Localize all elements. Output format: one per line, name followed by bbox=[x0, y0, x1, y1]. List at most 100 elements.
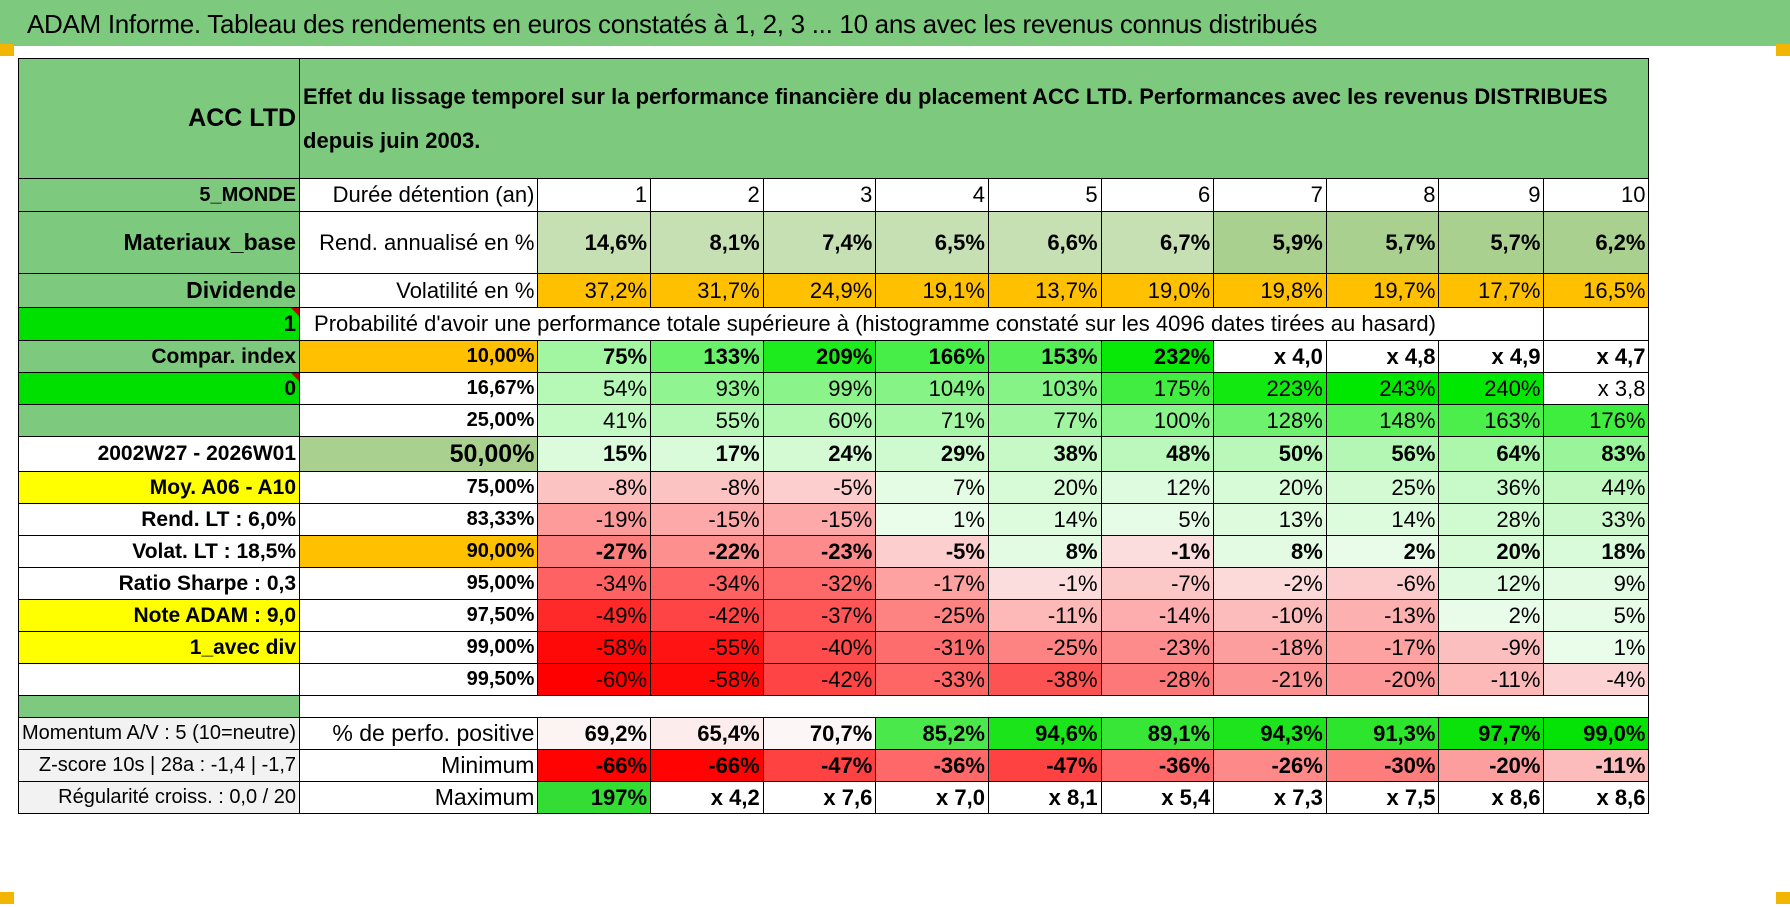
quantile-value: -15% bbox=[650, 503, 764, 536]
vol-value: 19,8% bbox=[1213, 273, 1327, 308]
quantile-value: 20% bbox=[987, 471, 1102, 504]
quantile-value: -31% bbox=[875, 631, 989, 664]
quantile-value: 1% bbox=[875, 503, 989, 536]
region-label: 5_MONDE bbox=[17, 178, 301, 212]
vol-label: Volatilité en % bbox=[299, 273, 539, 308]
rend-label: Rend. annualisé en % bbox=[299, 211, 539, 274]
quantile-row: 99,50% -60% -58% -42% -33% -38% -28% -21% -20% -1… bbox=[17, 663, 1650, 696]
compar-index-label: Compar. index bbox=[17, 340, 301, 373]
quantile-row: 25,00% 41% 55% 60% 71% 77% 100% 128% 148% 163% 176… bbox=[17, 404, 1650, 437]
quantile-value: -15% bbox=[762, 503, 877, 536]
flag-0-cell[interactable]: 0 bbox=[17, 372, 301, 405]
quantile-value: -32% bbox=[762, 567, 877, 600]
quantile-pct: 95,00% bbox=[299, 567, 539, 600]
quantile-value: 18% bbox=[1543, 535, 1650, 568]
quantile-value: 13% bbox=[1213, 503, 1327, 536]
stat-value: x 8,1 bbox=[987, 781, 1102, 814]
quantile-value: -8% bbox=[537, 471, 652, 504]
stat-value: -26% bbox=[1213, 749, 1327, 782]
resize-handle-top-right[interactable] bbox=[1776, 44, 1790, 56]
year-header: 6 bbox=[1100, 178, 1215, 212]
rend-value: 5,7% bbox=[1325, 211, 1440, 274]
quantile-value: 8% bbox=[1213, 535, 1327, 568]
stat-value: -66% bbox=[650, 749, 764, 782]
stat-value: 97,7% bbox=[1438, 717, 1545, 750]
spacer-row bbox=[17, 695, 1650, 718]
stat-value: -66% bbox=[537, 749, 652, 782]
quantile-value: 36% bbox=[1438, 471, 1545, 504]
stat-value: -47% bbox=[762, 749, 877, 782]
quantile-value: -23% bbox=[1100, 631, 1215, 664]
resize-handle-bottom-left[interactable] bbox=[0, 892, 14, 904]
year-header: 10 bbox=[1543, 178, 1650, 212]
quantile-value: -8% bbox=[650, 471, 764, 504]
quantile-value: x 4,0 bbox=[1213, 340, 1327, 373]
quantile-value: 25% bbox=[1325, 471, 1440, 504]
volat-lt-label: Volat. LT : 18,5% bbox=[17, 535, 301, 568]
quantile-value: 33% bbox=[1543, 503, 1650, 536]
stat-row-label: Maximum bbox=[299, 781, 539, 814]
quantile-row: Moy. A06 - A10 75,00% -8% -8% -5% 7% 20% 12% 20%… bbox=[17, 471, 1650, 504]
year-header: 1 bbox=[537, 178, 652, 212]
moy-label: Moy. A06 - A10 bbox=[17, 471, 301, 504]
quantile-pct: 83,33% bbox=[299, 503, 539, 536]
year-header: 2 bbox=[650, 178, 764, 212]
quantile-value: -33% bbox=[875, 663, 989, 696]
stat-label: Momentum A/V : 5 (10=neutre) bbox=[17, 717, 301, 750]
quantile-value: -19% bbox=[537, 503, 652, 536]
quantile-value: 148% bbox=[1325, 404, 1440, 437]
duree-label: Durée détention (an) bbox=[299, 178, 539, 212]
quantile-value: -11% bbox=[1438, 663, 1545, 696]
quantile-value: 44% bbox=[1543, 471, 1650, 504]
page-title: ADAM Informe. Tableau des rendements en … bbox=[0, 0, 1790, 46]
quantile-value: 14% bbox=[987, 503, 1102, 536]
quantile-value: x 3,8 bbox=[1543, 372, 1650, 405]
stat-value: x 5,4 bbox=[1100, 781, 1215, 814]
quantile-value: -11% bbox=[987, 599, 1102, 632]
quantile-value: -34% bbox=[537, 567, 652, 600]
quantile-row: 0 16,67% 54% 93% 99% 104% 103% 175% 223% 243% 240%… bbox=[17, 372, 1650, 405]
quantile-value: 243% bbox=[1325, 372, 1440, 405]
quantile-pct: 97,50% bbox=[299, 599, 539, 632]
blank-cell bbox=[17, 663, 301, 696]
fund-name: ACC LTD bbox=[17, 58, 301, 179]
fund-description: Effet du lissage temporel sur la perform… bbox=[299, 58, 1650, 179]
quantile-row: Note ADAM : 9,0 97,50% -49% -42% -37% -25% -11… bbox=[17, 599, 1650, 632]
resize-handle-bottom-right[interactable] bbox=[1776, 892, 1790, 904]
quantile-value: 17% bbox=[650, 436, 764, 472]
vol-value: 37,2% bbox=[537, 273, 652, 308]
quantile-value: -9% bbox=[1438, 631, 1545, 664]
quantile-value: 55% bbox=[650, 404, 764, 437]
quantile-pct: 25,00% bbox=[299, 404, 539, 437]
rend-value: 6,7% bbox=[1100, 211, 1215, 274]
quantile-value: -17% bbox=[1325, 631, 1440, 664]
quantile-pct: 16,67% bbox=[299, 372, 539, 405]
stat-value: 65,4% bbox=[650, 717, 764, 750]
quantile-value: 48% bbox=[1100, 436, 1215, 472]
maximum-row: Régularité croiss. : 0,0 / 20 Maximum 197%… bbox=[17, 781, 1650, 814]
quantile-value: 5% bbox=[1543, 599, 1650, 632]
stat-value: x 7,3 bbox=[1213, 781, 1327, 814]
quantile-row: 1_avec div 99,00% -58% -55% -40% -31% -25% -23%… bbox=[17, 631, 1650, 664]
quantile-value: 209% bbox=[762, 340, 877, 373]
quantile-value: 54% bbox=[537, 372, 652, 405]
quantile-value: -42% bbox=[650, 599, 764, 632]
minimum-row: Z-score 10s | 28a : -1,4 | -1,7 Minimum -6… bbox=[17, 749, 1650, 782]
note-adam-label: Note ADAM : 9,0 bbox=[17, 599, 301, 632]
stat-value: -20% bbox=[1438, 749, 1545, 782]
quantile-value: 56% bbox=[1325, 436, 1440, 472]
quantile-value: 7% bbox=[875, 471, 989, 504]
rend-value: 14,6% bbox=[537, 211, 652, 274]
stat-value: 85,2% bbox=[875, 717, 989, 750]
quantile-value: -37% bbox=[762, 599, 877, 632]
quantile-value: -25% bbox=[987, 631, 1102, 664]
year-header: 4 bbox=[875, 178, 989, 212]
vol-value: 19,7% bbox=[1325, 273, 1440, 308]
stat-value: x 7,6 bbox=[762, 781, 877, 814]
quantile-value: 75% bbox=[537, 340, 652, 373]
quantile-pct: 50,00% bbox=[299, 436, 539, 472]
quantile-value: -7% bbox=[1100, 567, 1215, 600]
quantile-value: -18% bbox=[1213, 631, 1327, 664]
resize-handle-top-left[interactable] bbox=[0, 44, 14, 56]
flag-1-cell[interactable]: 1 bbox=[17, 307, 301, 341]
